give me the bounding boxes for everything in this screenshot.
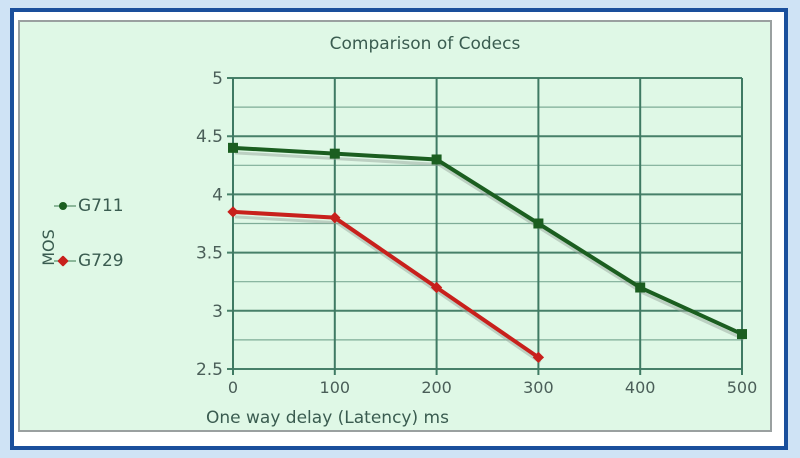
svg-text:4.5: 4.5	[196, 127, 223, 147]
x-axis-label: One way delay (Latency) ms	[206, 408, 449, 428]
legend-item-g729: G729	[54, 251, 124, 271]
svg-text:100: 100	[320, 378, 351, 397]
svg-text:400: 400	[625, 378, 656, 397]
chart-title: Comparison of Codecs	[329, 34, 521, 54]
svg-text:500: 500	[727, 378, 758, 397]
data-series	[227, 142, 747, 364]
axis-ticks: 2.5 3 3.5 4 4.5 5 0 100 200 300 400 500	[196, 69, 757, 397]
legend-marker-icon	[54, 256, 76, 266]
legend-label: G729	[78, 251, 124, 271]
svg-text:200: 200	[421, 378, 452, 397]
svg-text:5: 5	[212, 69, 223, 89]
legend-marker-icon	[54, 201, 76, 211]
chart-panel	[18, 20, 772, 432]
svg-text:2.5: 2.5	[196, 360, 223, 380]
svg-text:3.5: 3.5	[196, 244, 223, 264]
svg-text:0: 0	[228, 378, 238, 397]
svg-text:4: 4	[212, 185, 223, 205]
legend-item-g711: G711	[54, 196, 124, 216]
svg-text:300: 300	[523, 378, 554, 397]
grid-lines	[227, 77, 743, 375]
legend-label: G711	[78, 196, 124, 216]
svg-text:3: 3	[212, 302, 223, 322]
